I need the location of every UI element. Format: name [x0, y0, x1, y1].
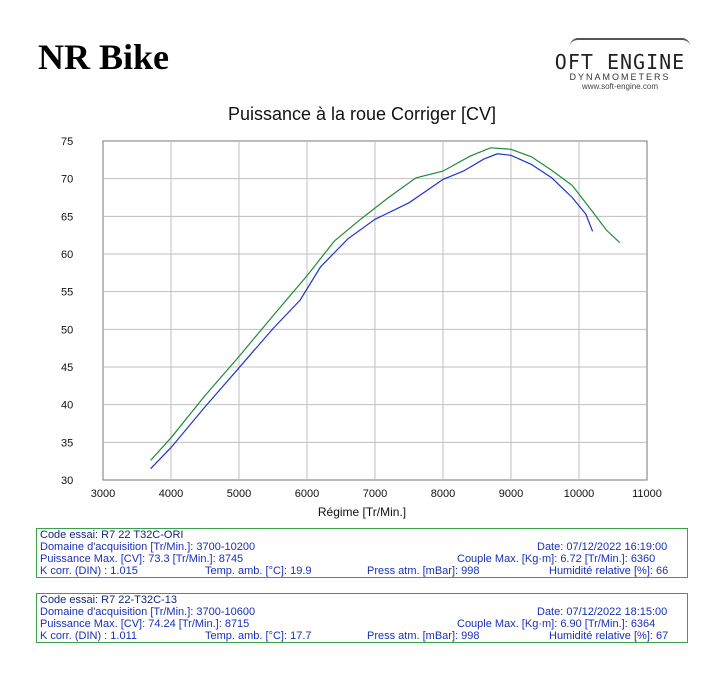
- x-tick-label: 11000: [632, 488, 662, 500]
- test-date: Date: 07/12/2022 16:19:00: [537, 541, 668, 553]
- atm-pressure: Press atm. [mBar]: 998: [367, 630, 480, 642]
- test-date: Date: 07/12/2022 18:15:00: [537, 606, 668, 618]
- acquisition-domain: Domaine d'acquisition [Tr/Min.]: 3700-10…: [40, 606, 256, 618]
- test-code: Code essai: R7 22-T32C-13: [40, 594, 177, 606]
- logo-url: www.soft-engine.com: [581, 82, 659, 91]
- test-info-1: Code essai: R7 22 T32C-ORI Domaine d'acq…: [36, 528, 688, 578]
- logo-name: OFT ENGINE: [554, 50, 686, 74]
- x-tick-label: 7000: [363, 488, 387, 500]
- test-code: Code essai: R7 22 T32C-ORI: [40, 529, 184, 541]
- x-tick-label: 8000: [431, 488, 455, 500]
- x-axis-ticks: 3000 4000 5000 6000 7000 8000 9000 10000 11000: [91, 488, 662, 500]
- y-tick-label: 50: [61, 324, 73, 336]
- test-info-2: Code essai: R7 22-T32C-13 Domaine d'acqu…: [36, 593, 688, 643]
- y-tick-label: 55: [61, 287, 73, 299]
- y-tick-label: 75: [61, 136, 73, 148]
- company-logo: OFT ENGINE DYNAMOMETERS www.soft-engine.…: [540, 38, 700, 91]
- humidity: Humidité relative [%]: 67: [549, 630, 669, 642]
- k-corr: K corr. (DIN) : 1.011: [40, 630, 137, 642]
- y-tick-label: 65: [61, 211, 73, 223]
- acquisition-domain: Domaine d'acquisition [Tr/Min.]: 3700-10…: [40, 541, 256, 553]
- y-axis-ticks: 30 35 40 45 50 55 60 65 70 75: [61, 136, 73, 487]
- y-tick-label: 30: [61, 475, 73, 487]
- series-line-2: [150, 147, 621, 461]
- power-chart: Puissance à la roue Corriger [CV] 30 35 40…: [61, 104, 662, 519]
- y-tick-label: 60: [61, 249, 73, 261]
- atm-pressure: Press atm. [mBar]: 998: [367, 565, 480, 577]
- logo-swoosh: [570, 38, 690, 46]
- x-tick-label: 10000: [564, 488, 595, 500]
- k-corr: K corr. (DIN) : 1.015: [40, 565, 138, 577]
- max-torque: Couple Max. [Kg·m]: 6.72 [Tr/Min.]: 6360: [457, 553, 656, 565]
- series-group: [150, 147, 621, 470]
- ambient-temp: Temp. amb. [°C]: 19.9: [205, 565, 312, 577]
- max-power: Puissance Max. [CV]: 73.3 [Tr/Min.]: 874…: [40, 553, 244, 565]
- x-tick-label: 3000: [91, 488, 115, 500]
- humidity: Humidité relative [%]: 66: [549, 565, 669, 577]
- x-axis-label: Régime [Tr/Min.]: [318, 505, 406, 519]
- y-tick-label: 45: [61, 362, 73, 374]
- x-tick-label: 4000: [159, 488, 183, 500]
- logo-subtitle: DYNAMOMETERS: [569, 72, 671, 82]
- max-power: Puissance Max. [CV]: 74.24 [Tr/Min.]: 87…: [40, 618, 250, 630]
- x-tick-label: 5000: [227, 488, 251, 500]
- x-tick-label: 9000: [499, 488, 523, 500]
- max-torque: Couple Max. [Kg·m]: 6.90 [Tr/Min.]: 6364: [457, 618, 656, 630]
- y-tick-label: 70: [61, 174, 73, 186]
- series-line-1: [150, 153, 594, 470]
- chart-title: Puissance à la roue Corriger [CV]: [228, 104, 496, 124]
- ambient-temp: Temp. amb. [°C]: 17.7: [205, 630, 312, 642]
- x-tick-label: 6000: [295, 488, 319, 500]
- y-tick-label: 35: [61, 437, 73, 449]
- y-tick-label: 40: [61, 400, 73, 412]
- brand-title: NR Bike: [38, 37, 170, 77]
- grid: [103, 141, 647, 480]
